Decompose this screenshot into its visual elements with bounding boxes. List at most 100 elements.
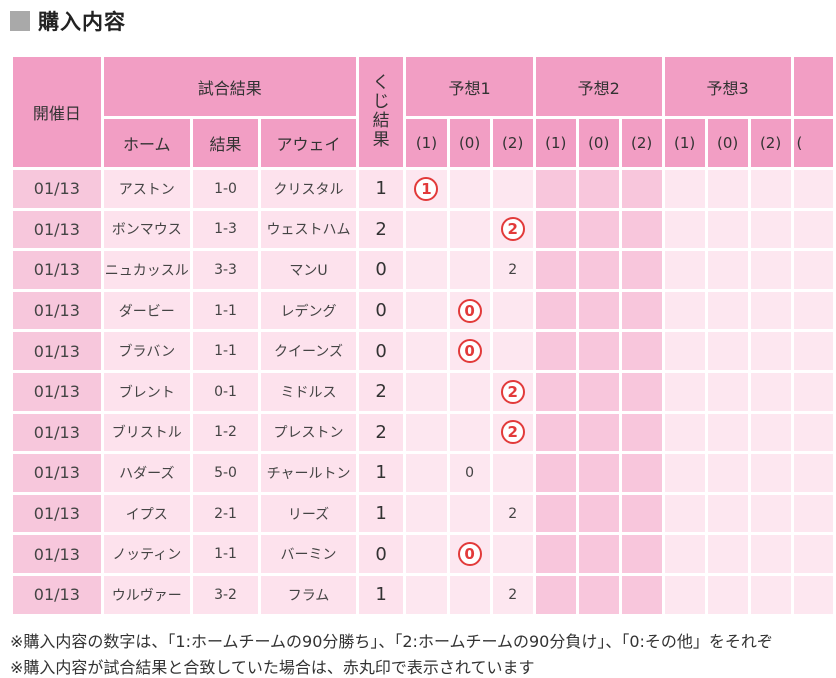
cell-pick — [707, 251, 748, 289]
header-home: ホーム — [103, 119, 190, 167]
cell-away: マンU — [261, 251, 356, 289]
section-heading: 購入内容 — [10, 6, 126, 36]
cell-home: ニュカッスル — [103, 251, 190, 289]
cell-pick — [535, 251, 576, 289]
cell-pick — [535, 575, 576, 614]
cell-pick — [621, 291, 662, 330]
cell-pick: 1 — [406, 170, 447, 208]
cell-home: ノッティン — [103, 535, 190, 573]
cell-pick: 2 — [492, 210, 533, 249]
cell-pick — [621, 494, 662, 533]
cell-away: ミドルス — [261, 372, 356, 411]
cell-pick — [449, 170, 490, 208]
header-pick: (2) — [621, 119, 662, 167]
cell-pick — [492, 454, 533, 492]
cell-pick — [535, 372, 576, 411]
cell-away: クリスタル — [261, 170, 356, 208]
cell-date: 01/13 — [13, 170, 101, 208]
heading-square-icon — [10, 11, 30, 31]
cell-pick — [707, 413, 748, 452]
table-row: 01/13 ニュカッスル 3-3 マンU 0 2 — [13, 251, 833, 289]
cell-away: リーズ — [261, 494, 356, 533]
cell-pick — [449, 494, 490, 533]
cell-pick — [664, 454, 705, 492]
cell-pick — [578, 413, 619, 452]
cell-score: 1-3 — [192, 210, 259, 249]
cell-pick-partial — [793, 291, 833, 330]
cell-pick — [406, 372, 447, 411]
header-yosou-4-partial — [793, 57, 833, 116]
cell-pick — [750, 251, 791, 289]
cell-pick — [406, 332, 447, 370]
cell-score: 1-2 — [192, 413, 259, 452]
cell-away: レデング — [261, 291, 356, 330]
header-pick: (0) — [578, 119, 619, 167]
cell-pick — [664, 535, 705, 573]
cell-pick — [578, 372, 619, 411]
cell-pick — [750, 210, 791, 249]
cell-pick — [621, 170, 662, 208]
cell-pick — [578, 210, 619, 249]
cell-pick — [449, 251, 490, 289]
header-kuji-result: くじ結果 — [358, 57, 404, 167]
cell-pick — [621, 372, 662, 411]
header-pick: (2) — [492, 119, 533, 167]
cell-pick-partial — [793, 535, 833, 573]
cell-pick — [621, 413, 662, 452]
cell-pick-partial — [793, 413, 833, 452]
cell-pick — [406, 575, 447, 614]
cell-pick-partial — [793, 332, 833, 370]
cell-pick-partial — [793, 170, 833, 208]
cell-date: 01/13 — [13, 535, 101, 573]
cell-pick — [750, 372, 791, 411]
table-row: 01/13 ハダーズ 5-0 チャールトン 1 0 — [13, 454, 833, 492]
cell-home: イプス — [103, 494, 190, 533]
cell-pick-partial — [793, 251, 833, 289]
cell-pick: 0 — [449, 535, 490, 573]
cell-kuji: 1 — [358, 494, 404, 533]
hit-circle-mark: 2 — [500, 379, 525, 404]
cell-pick — [578, 494, 619, 533]
header-away: アウェイ — [261, 119, 356, 167]
cell-pick — [406, 494, 447, 533]
header-pick: (1) — [664, 119, 705, 167]
cell-pick — [449, 372, 490, 411]
purchase-table: 開催日 試合結果 くじ結果 予想1 予想2 予想3 ホーム 結果 アウェイ (1… — [10, 54, 836, 617]
cell-score: 2-1 — [192, 494, 259, 533]
cell-score: 1-1 — [192, 291, 259, 330]
cell-date: 01/13 — [13, 413, 101, 452]
cell-pick: 2 — [492, 372, 533, 411]
header-yosou-3: 予想3 — [664, 57, 791, 116]
header-yosou-1: 予想1 — [406, 57, 533, 116]
cell-pick — [707, 535, 748, 573]
note-line-2: ※購入内容が試合結果と合致していた場合は、赤丸印で表示されています — [10, 658, 535, 677]
cell-pick — [535, 170, 576, 208]
cell-pick — [664, 413, 705, 452]
heading-title: 購入内容 — [38, 10, 126, 34]
cell-date: 01/13 — [13, 210, 101, 249]
cell-score: 0-1 — [192, 372, 259, 411]
cell-pick — [578, 251, 619, 289]
cell-home: ブラバン — [103, 332, 190, 370]
header-pick: (1) — [535, 119, 576, 167]
cell-pick — [664, 170, 705, 208]
cell-home: ダービー — [103, 291, 190, 330]
cell-score: 3-3 — [192, 251, 259, 289]
header-pick-partial: ( — [793, 119, 833, 167]
cell-pick — [535, 413, 576, 452]
cell-date: 01/13 — [13, 291, 101, 330]
cell-pick — [621, 332, 662, 370]
cell-score: 3-2 — [192, 575, 259, 614]
cell-pick — [449, 210, 490, 249]
cell-pick: 2 — [492, 413, 533, 452]
cell-away: チャールトン — [261, 454, 356, 492]
cell-pick — [492, 291, 533, 330]
cell-pick — [406, 291, 447, 330]
cell-date: 01/13 — [13, 575, 101, 614]
cell-pick — [535, 210, 576, 249]
cell-pick — [664, 210, 705, 249]
cell-kuji: 2 — [358, 210, 404, 249]
hit-circle-mark: 2 — [500, 420, 525, 445]
table-row: 01/13 ボンマウス 1-3 ウェストハム 2 2 — [13, 210, 833, 249]
cell-pick — [707, 372, 748, 411]
